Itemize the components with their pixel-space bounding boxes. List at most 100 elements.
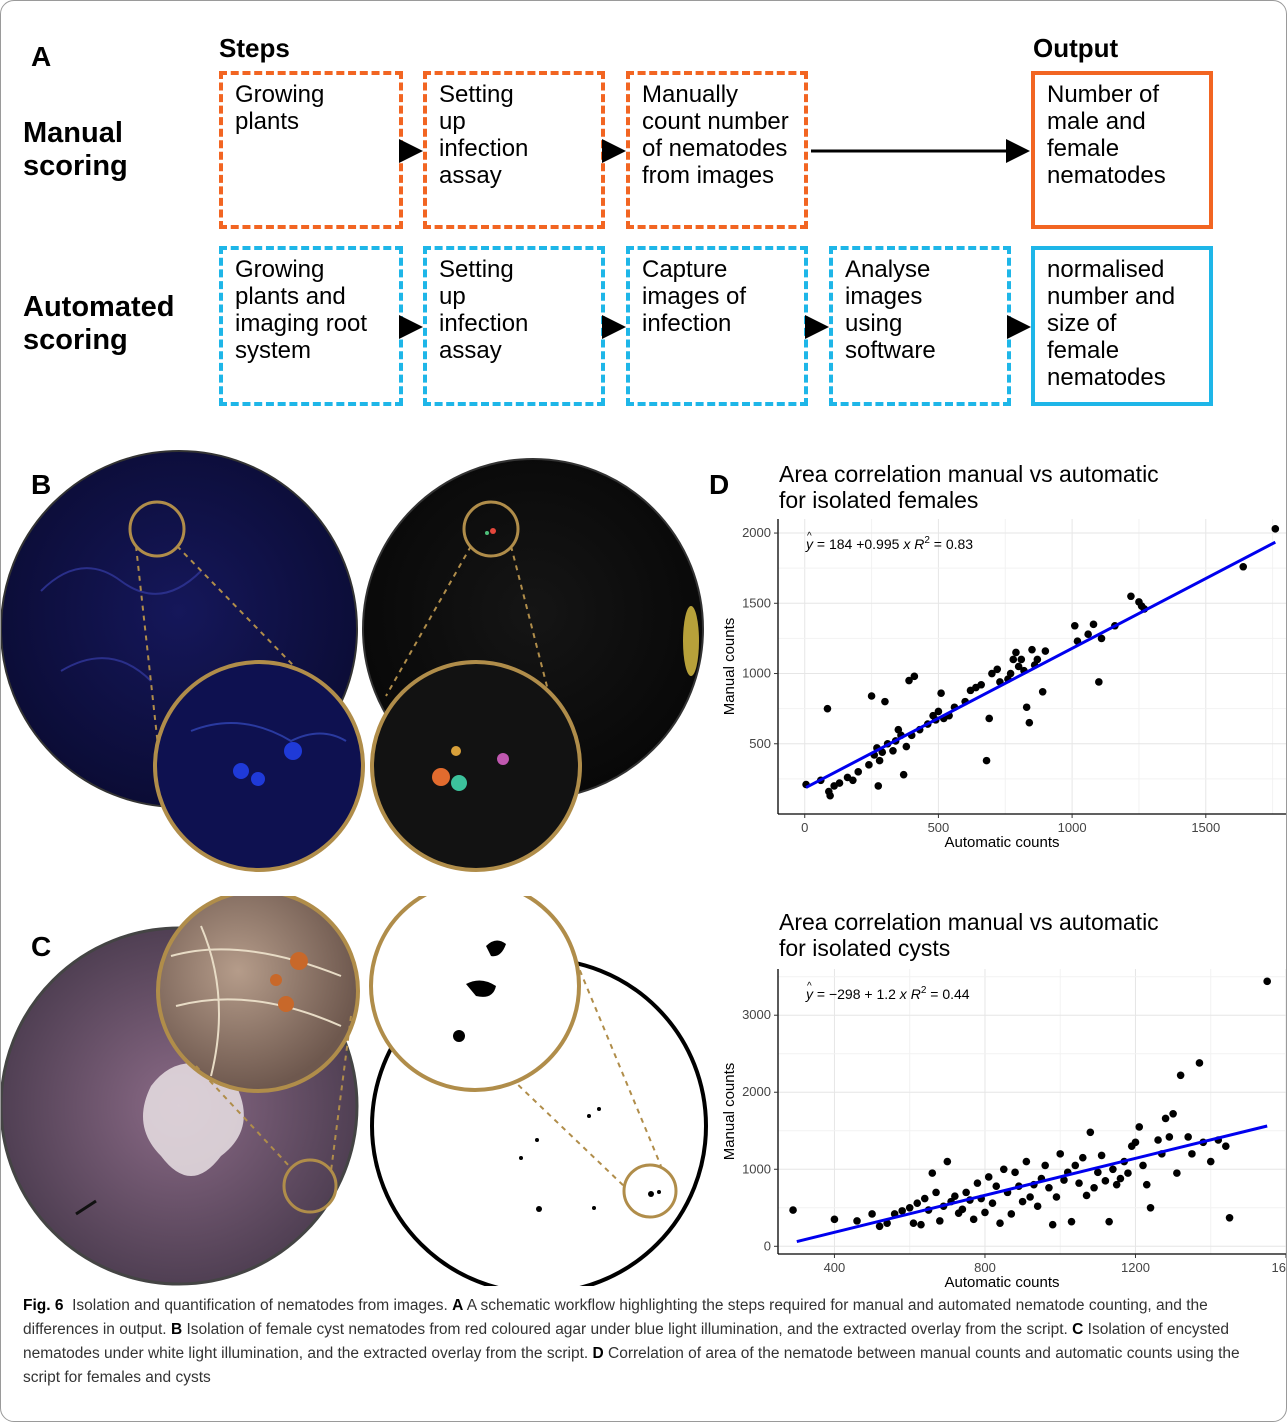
data-point [1060,1176,1068,1184]
data-point [958,1205,967,1214]
data-point [1082,1191,1091,1200]
x-tick-label: 400 [824,1260,846,1275]
data-point [1018,1197,1027,1206]
data-point [1131,1138,1140,1147]
data-point [1176,1071,1185,1080]
data-point [1048,1220,1057,1229]
plot-area [778,969,1286,1254]
panel-label-b: B [31,469,52,500]
data-point [849,776,857,785]
data-point [902,742,911,751]
data-point [1056,1150,1065,1158]
data-point [936,1217,944,1225]
x-tick-label: 500 [928,820,950,835]
data-point [1028,645,1036,654]
panel-label-d: D [709,469,730,500]
data-point [1135,1123,1144,1131]
data-point [1012,648,1020,657]
y-tick-label: 2000 [742,1084,771,1099]
data-point [1188,1150,1196,1158]
x-tick-label: 0 [801,820,808,835]
data-point [910,672,919,681]
data-point [1011,1168,1019,1177]
data-point [789,1206,797,1214]
data-point [1161,1114,1170,1123]
data-point [1006,669,1015,678]
x-tick-label: 1000 [1058,820,1087,835]
data-point [1097,1151,1106,1160]
data-point [1239,562,1248,571]
manual-step-count-nematodes: Manually count number of nematodes from … [626,71,808,229]
data-point [981,1208,989,1217]
panel-label-c: C [31,931,52,962]
y-axis-title: Manual counts [721,1063,738,1161]
data-point [1206,1157,1215,1166]
data-point [1101,1177,1110,1185]
workflow-arrows [399,139,1031,339]
data-point [920,1194,929,1203]
data-point [969,1215,978,1224]
data-point [1089,620,1098,629]
data-point [1169,1110,1177,1118]
x-axis-title: Automatic counts [944,1274,1059,1291]
data-point [984,1173,993,1181]
manual-output-box: Number of male and female nematodes [1031,71,1213,229]
data-point [1124,1169,1132,1177]
zoom-circle-roots [156,896,360,1093]
manual-scoring-label: Manual scoring [23,117,128,182]
y-axis-title: Manual counts [721,618,738,716]
data-point [951,1192,959,1201]
scatter-chart-females: 0 500 1000 1500 500 1000 1500 2000 Automatic cou… [721,519,1286,851]
caption-label-a: A [452,1297,464,1314]
data-point [1022,1157,1031,1166]
data-point [1154,1136,1162,1144]
regression-line [796,1124,1268,1243]
caption-c-text: Isolation of encysted nematodes under wh… [23,1321,1229,1362]
data-point [1022,703,1031,712]
data-point [1084,630,1092,638]
data-point [1007,1210,1016,1218]
data-point [854,768,863,776]
zoom-circle-large [153,660,365,872]
data-point [988,1199,997,1207]
data-point [1052,1193,1061,1201]
caption-label-c: C [1072,1321,1084,1338]
data-point [1041,1161,1049,1170]
data-point [973,1179,982,1187]
panel-label-a: A [31,41,52,72]
data-point [826,791,834,800]
x-tick-label: 1200 [1121,1260,1150,1275]
data-point [1009,655,1018,664]
y-tick-label: 3000 [742,1007,771,1022]
data-point [917,1220,925,1229]
panel-c-images [1,896,708,1286]
data-point [1173,1169,1181,1177]
chart-title-cysts: Area correlation manual vs automatic for… [779,909,1159,961]
hat-mark: ^ [807,981,812,992]
data-point [985,714,994,723]
data-point [1105,1217,1113,1226]
data-point [1165,1133,1174,1141]
data-point [1139,1161,1147,1170]
data-point [898,1207,906,1215]
data-point [937,689,945,697]
zoom-circle-small [128,500,186,558]
data-point [1112,1180,1121,1189]
output-header: Output [1033,33,1119,63]
data-point [1071,1161,1080,1170]
x-tick-label: 1600 [1272,1260,1287,1275]
data-point [1038,687,1047,696]
caption-fig-label: Fig. 6 [23,1297,64,1314]
data-point [875,1222,884,1231]
data-point [1033,1202,1042,1211]
caption-label-b: B [170,1321,183,1338]
y-tick-label: 500 [749,736,771,751]
data-point [1079,1153,1087,1162]
data-point [1271,525,1280,533]
data-point [1184,1133,1192,1141]
data-point [928,1169,937,1177]
y-tick-label: 1000 [742,666,771,681]
steps-header: Steps [219,33,290,63]
data-point [1045,1183,1053,1192]
